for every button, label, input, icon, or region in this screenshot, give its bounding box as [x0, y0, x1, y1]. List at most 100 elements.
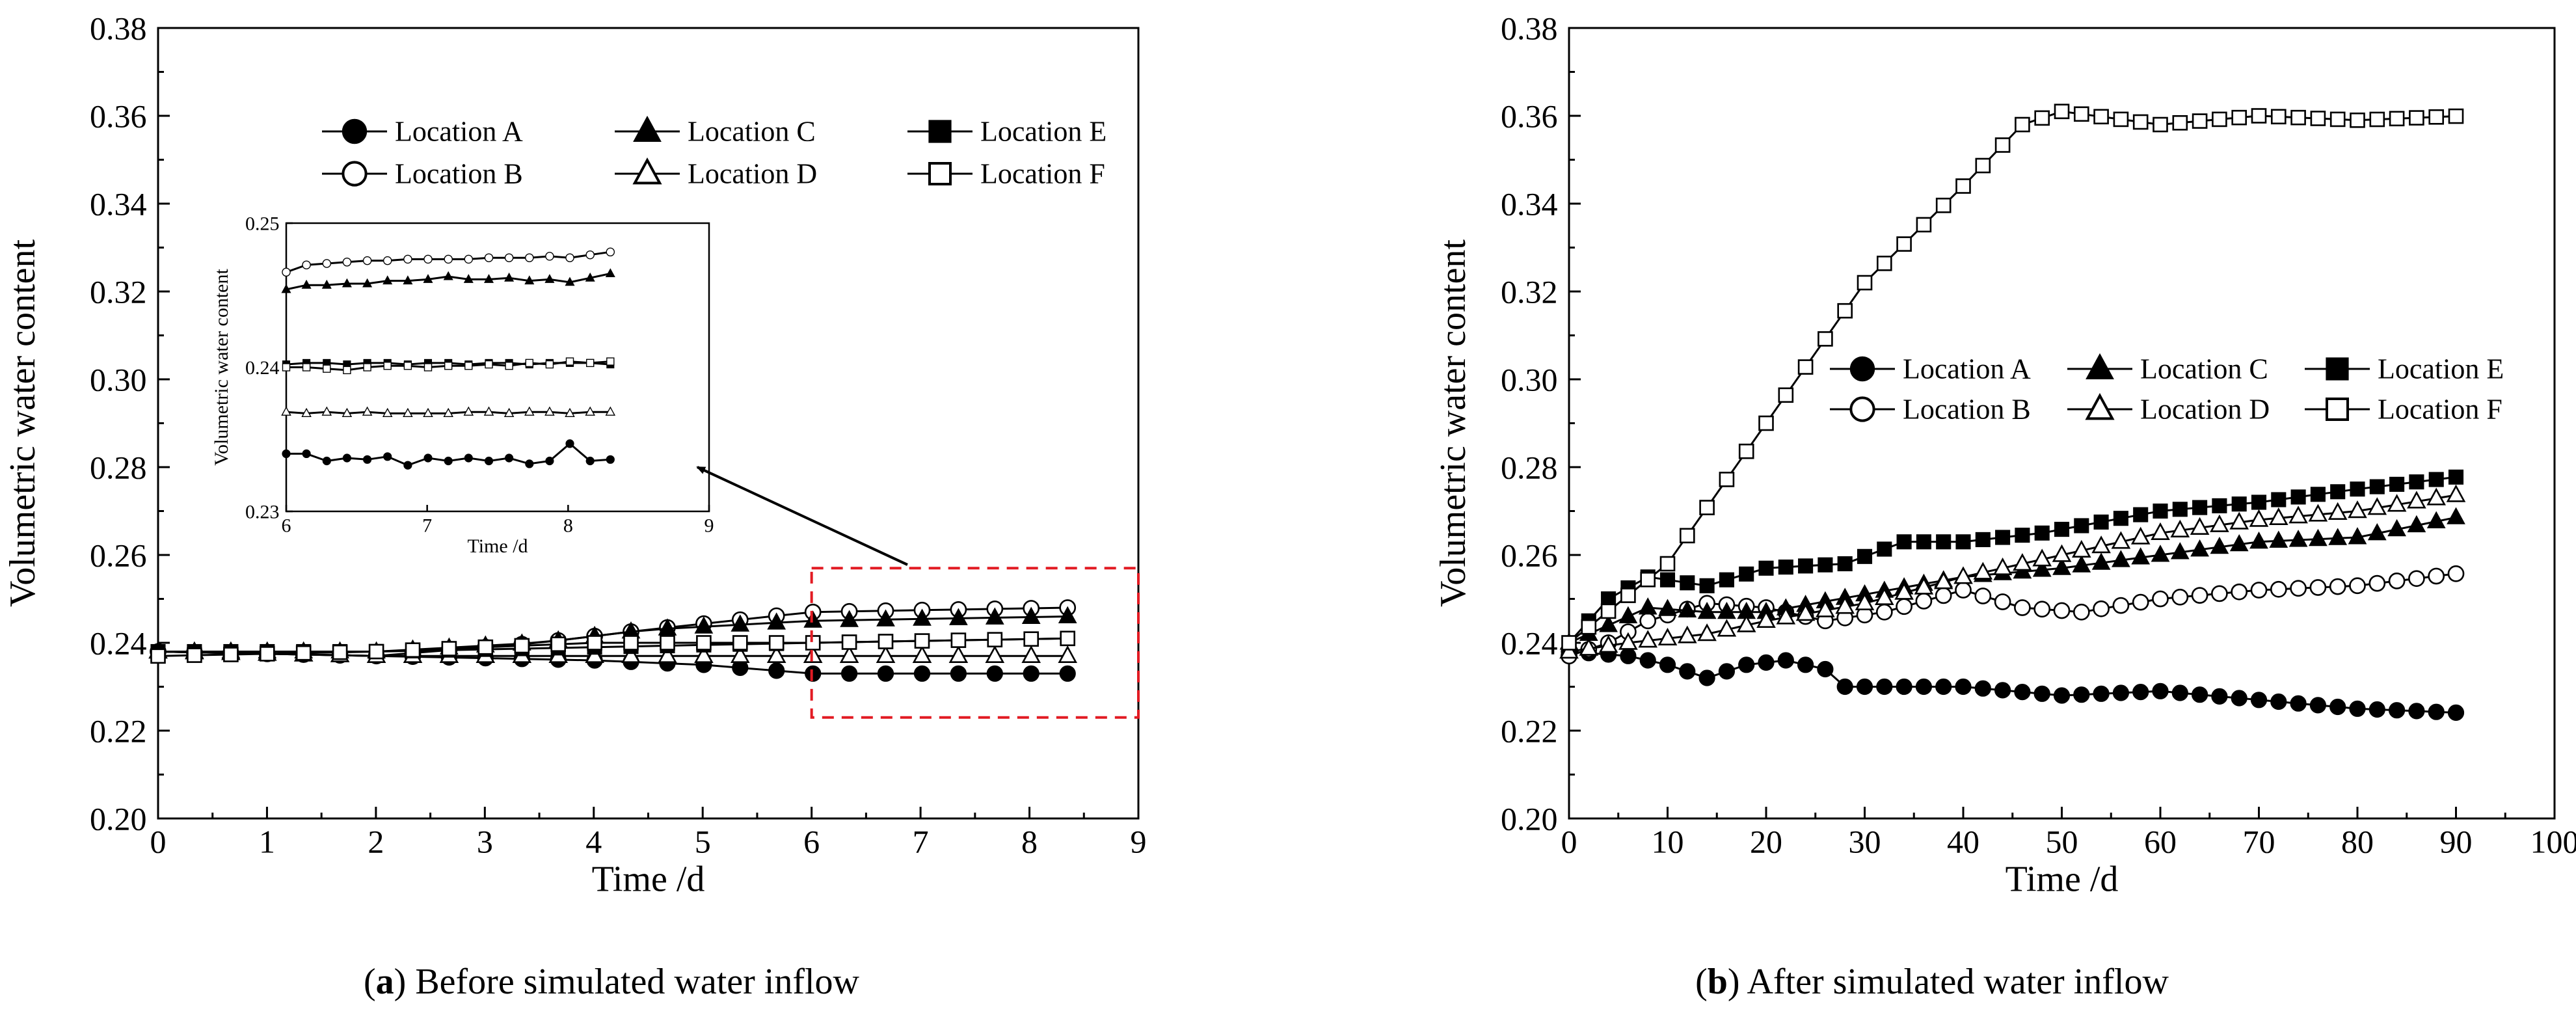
data-point-location-a: [1659, 656, 1676, 673]
a-x-tick-label: 3: [477, 824, 493, 860]
data-point-location-a: [606, 455, 615, 464]
data-point-location-e: [2350, 481, 2365, 497]
data-point-location-f: [606, 357, 615, 366]
data-point-location-b: [585, 250, 595, 260]
data-point-location-a: [768, 662, 785, 679]
data-point-location-f: [2172, 115, 2188, 131]
legend-label-location-b: Location B: [1903, 394, 2031, 425]
data-point-location-b: [2270, 580, 2287, 598]
legend-marker-location-e: [928, 120, 952, 143]
data-point-location-c: [2270, 531, 2288, 548]
data-point-location-a: [2290, 695, 2307, 712]
data-point-location-f: [2212, 111, 2227, 128]
caption-b: (b) After simulated water inflow: [1695, 962, 2169, 1002]
data-point-location-e: [2231, 496, 2247, 512]
data-point-location-f: [1719, 472, 1735, 487]
data-point-location-f: [363, 363, 371, 371]
a-y-tick-label: 0.30: [90, 362, 147, 398]
legend-marker-location-c: [634, 116, 661, 142]
data-point-location-f: [2409, 110, 2424, 126]
data-point-location-f: [187, 647, 202, 663]
data-point-location-f: [1857, 275, 1873, 291]
data-point-location-e: [1877, 541, 1892, 557]
data-point-location-f: [1640, 571, 1656, 588]
data-point-location-a: [2231, 690, 2247, 707]
zoom-highlight-box[interactable]: [810, 567, 1140, 719]
a-y-tick-label: 0.32: [90, 274, 147, 310]
data-point-location-f: [2132, 114, 2149, 130]
inset-x-axis-label: Time /d: [467, 535, 528, 557]
data-point-location-e: [2330, 484, 2346, 500]
data-point-location-f: [2054, 103, 2070, 120]
data-point-location-a: [464, 453, 473, 463]
data-point-location-e: [1778, 560, 1793, 575]
caption-a-label: a: [376, 962, 394, 1002]
legend-label-location-f: Location F: [2378, 394, 2502, 425]
data-point-location-a: [2171, 684, 2188, 701]
b-x-tick-label: 70: [2243, 824, 2275, 860]
data-point-location-f: [477, 639, 494, 655]
data-point-location-f: [2231, 109, 2247, 126]
data-point-location-b: [2211, 585, 2228, 602]
b-y-tick-label: 0.36: [1501, 98, 1558, 135]
data-point-location-a: [840, 665, 858, 682]
data-point-location-f: [2073, 106, 2089, 122]
data-point-location-f: [1600, 603, 1617, 619]
data-point-location-f: [623, 635, 639, 651]
data-point-location-a: [2329, 698, 2346, 716]
data-point-location-b: [1974, 588, 1992, 604]
data-point-location-b: [362, 256, 372, 265]
a-y-tick-label: 0.38: [90, 10, 147, 47]
data-point-location-c: [2289, 530, 2307, 547]
b-y-tick-label: 0.28: [1501, 450, 1558, 486]
data-point-location-a: [2192, 686, 2208, 703]
data-point-location-a: [1639, 652, 1656, 669]
b-x-tick-label: 90: [2440, 824, 2473, 860]
data-point-location-a: [1758, 654, 1775, 671]
data-point-location-a: [322, 456, 331, 466]
data-point-location-e: [2074, 518, 2089, 534]
b-x-tick-label: 40: [1947, 824, 1979, 860]
panel-a: 0 1 2 3 4 5 6 7 8 9 0.20 0.22 0.24 0.26 0.28 0.30 0.32 0.…: [3, 10, 1147, 900]
data-point-location-f: [525, 358, 533, 368]
a-x-tick-label: 1: [259, 824, 275, 860]
inset-x-tick-label: 7: [422, 515, 432, 537]
data-point-location-f: [878, 634, 894, 649]
data-point-location-f: [2290, 109, 2306, 126]
data-point-location-e: [1975, 532, 1991, 547]
data-point-location-f: [1738, 443, 1754, 459]
data-point-location-b: [565, 253, 574, 262]
data-point-location-a: [2152, 682, 2169, 699]
a-y-tick-label: 0.20: [90, 801, 147, 837]
data-point-location-a: [1059, 665, 1076, 682]
data-point-location-b: [1896, 598, 1912, 615]
b-y-axis-label: Volumetric water content: [1433, 239, 1473, 607]
data-point-location-e: [2389, 476, 2405, 492]
data-point-location-e: [2133, 507, 2149, 522]
series-line-location-b: [1568, 573, 2456, 657]
b-y-tick-label: 0.20: [1501, 801, 1558, 837]
data-point-location-f: [1896, 236, 1912, 252]
data-point-location-f: [505, 362, 513, 370]
data-point-location-a: [805, 665, 822, 682]
data-point-location-e: [2054, 522, 2070, 537]
legend-marker-location-f: [930, 163, 950, 184]
data-point-location-b: [423, 254, 433, 264]
data-point-location-e: [2290, 489, 2306, 505]
b-y-tick-label: 0.32: [1501, 274, 1558, 310]
data-point-location-e: [1936, 534, 1952, 550]
data-point-location-f: [302, 363, 311, 371]
a-y-tick-label: 0.36: [90, 98, 147, 135]
data-point-location-f: [1581, 619, 1597, 635]
data-point-location-b: [504, 253, 514, 262]
data-point-location-f: [660, 635, 675, 651]
data-point-location-e: [2369, 479, 2385, 494]
data-point-location-b: [525, 253, 534, 262]
data-point-location-b: [1915, 593, 1933, 610]
data-point-location-f: [1778, 387, 1794, 403]
data-point-location-d: [876, 646, 895, 664]
data-point-location-f: [1818, 331, 1833, 347]
legend-marker-location-d: [635, 160, 660, 183]
inset-x-tick-label: 6: [282, 515, 291, 537]
